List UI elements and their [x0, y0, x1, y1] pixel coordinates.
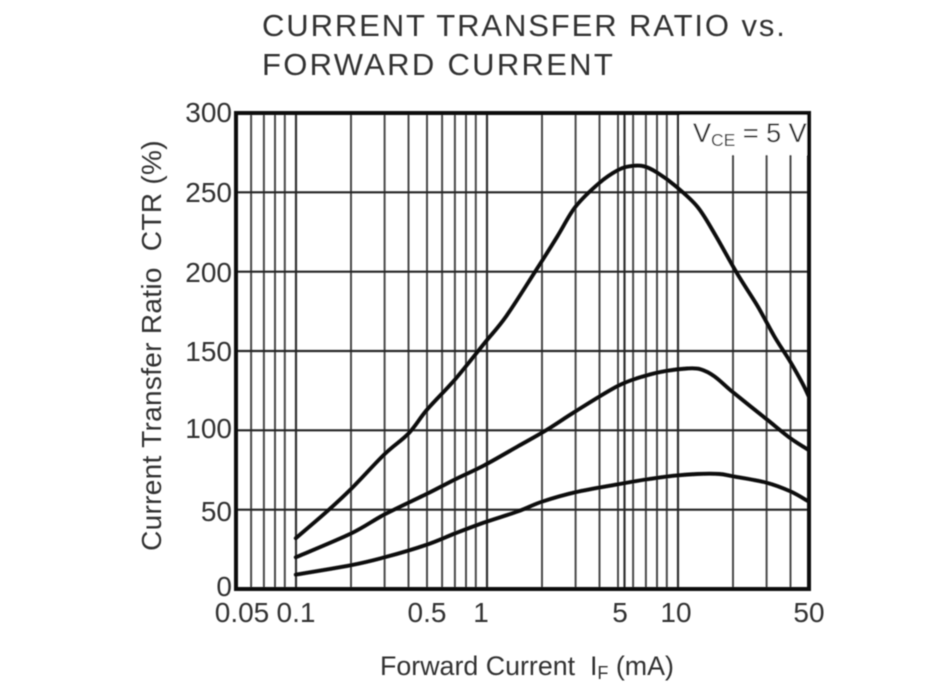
svg-text:Current Transfer Ratio CTR (%: Current Transfer Ratio CTR (%) — [136, 140, 167, 551]
svg-text:0.5: 0.5 — [408, 597, 447, 628]
svg-text:5: 5 — [612, 597, 628, 628]
svg-text:Forward Current IF (mA): Forward Current IF (mA) — [380, 651, 674, 683]
svg-text:10: 10 — [660, 597, 691, 628]
svg-text:300: 300 — [185, 97, 232, 128]
svg-text:0: 0 — [216, 571, 232, 602]
svg-text:100: 100 — [185, 413, 232, 444]
svg-text:200: 200 — [185, 257, 232, 288]
svg-text:0.1: 0.1 — [277, 597, 316, 628]
svg-text:50: 50 — [201, 496, 232, 527]
svg-text:1: 1 — [473, 597, 489, 628]
svg-text:150: 150 — [185, 336, 232, 367]
svg-text:CURRENT TRANSFER RATIO vs.: CURRENT TRANSFER RATIO vs. — [262, 8, 787, 43]
svg-text:0.05: 0.05 — [215, 597, 270, 628]
svg-text:50: 50 — [793, 597, 824, 628]
svg-text:FORWARD CURRENT: FORWARD CURRENT — [262, 47, 615, 82]
svg-text:VCE = 5 V: VCE = 5 V — [693, 118, 807, 150]
svg-text:250: 250 — [185, 177, 232, 208]
